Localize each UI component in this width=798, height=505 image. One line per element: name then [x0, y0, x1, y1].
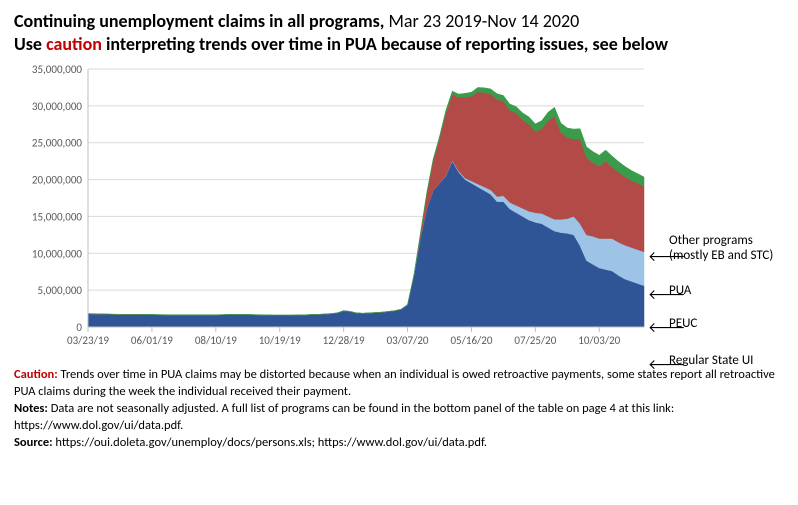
- x-tick-label: 10/19/19: [259, 334, 301, 347]
- notes-block: Caution: Trends over time in PUA claims …: [14, 367, 784, 451]
- title-sub-post: interpreting trends over time in PUA bec…: [102, 33, 668, 55]
- x-tick-label: 03/07/20: [387, 334, 429, 347]
- title-main: Continuing unemployment claims in all pr…: [14, 10, 384, 32]
- y-tick-label: 10,000,000: [32, 247, 83, 260]
- notes-text: Data are not seasonally adjusted. A full…: [14, 401, 674, 433]
- title-sub-pre: Use: [14, 33, 46, 55]
- x-tick-label: 06/01/19: [131, 334, 173, 347]
- title-dates: Mar 23 2019-Nov 14 2020: [389, 10, 580, 32]
- notes-label: Notes:: [14, 401, 48, 416]
- chart-area: 0 5,000,000 10,000,000 15,000,000 20,000,000…: [14, 61, 784, 361]
- legend-peuc: PEUC: [669, 316, 697, 331]
- chart-title: Continuing unemployment claims in all pr…: [14, 10, 784, 55]
- x-tick-label: 12/28/19: [323, 334, 365, 347]
- legend-regular: Regular State UI: [669, 353, 753, 368]
- source-text: https://oui.doleta.gov/unemploy/docs/per…: [53, 435, 488, 450]
- y-tick-label: 0: [76, 321, 82, 334]
- x-tick-label: 05/16/20: [450, 334, 492, 347]
- x-tick-label: 08/10/19: [195, 334, 237, 347]
- x-tick-label: 03/23/19: [67, 334, 109, 347]
- legend-other: Other programs(mostly EB and STC): [669, 233, 773, 263]
- source-label: Source:: [14, 435, 53, 450]
- y-tick-label: 20,000,000: [32, 174, 83, 187]
- x-tick-label: 07/25/20: [514, 334, 556, 347]
- y-tick-label: 25,000,000: [32, 137, 83, 150]
- y-tick-label: 15,000,000: [32, 210, 83, 223]
- caution-label: Caution:: [14, 367, 58, 382]
- y-tick-label: 30,000,000: [32, 100, 83, 113]
- y-tick-label: 5,000,000: [37, 284, 82, 297]
- legend-pua: PUA: [669, 283, 691, 298]
- y-tick-label: 35,000,000: [32, 63, 83, 76]
- x-tick-label: 10/03/20: [578, 334, 620, 347]
- title-caution-word: caution: [46, 33, 102, 55]
